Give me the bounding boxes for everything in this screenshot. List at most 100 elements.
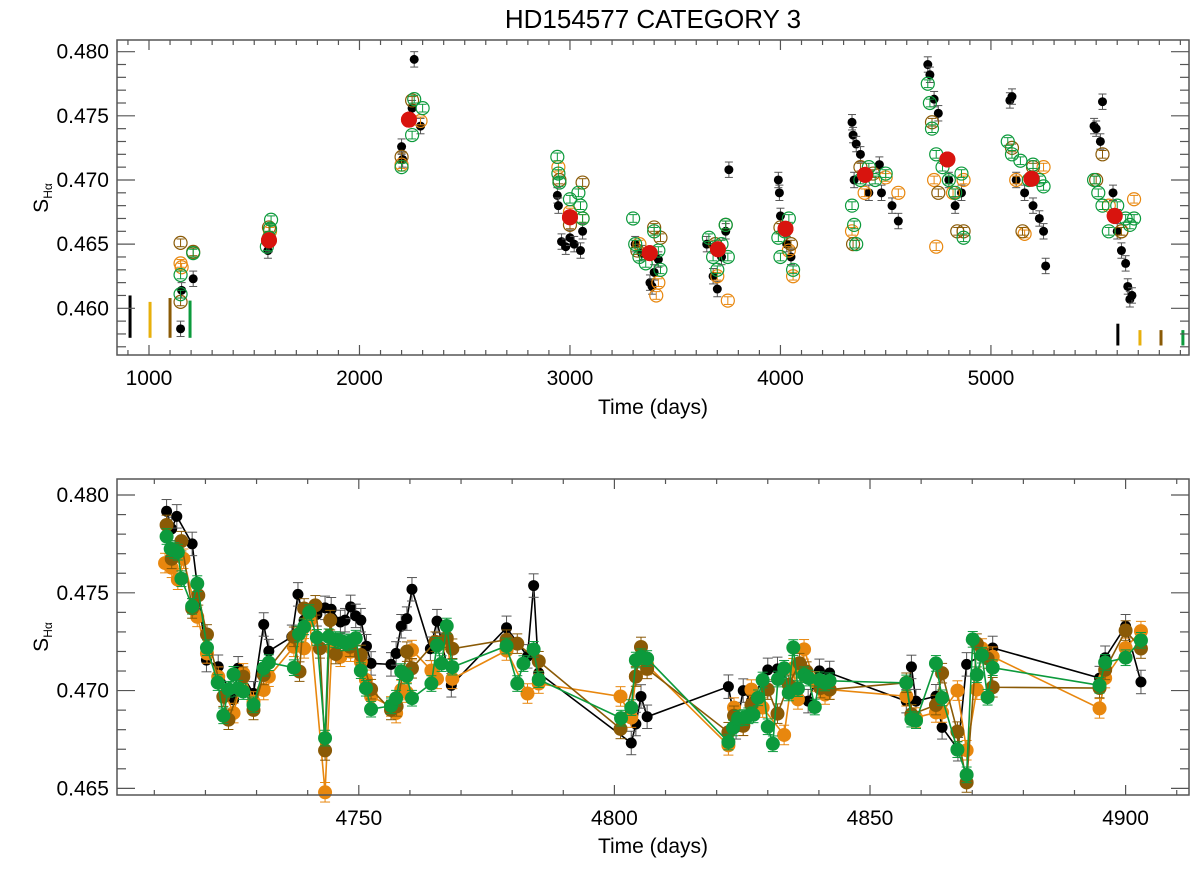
- top-x-tick-label: 4000: [757, 367, 804, 390]
- black-data-point: [1123, 281, 1133, 291]
- seasonal-mean-point: [1106, 207, 1123, 224]
- green-data-point: [922, 95, 937, 111]
- top-data-marks: [128, 51, 1185, 346]
- bottom-panel: 4750 4800 4850 4900 0.465 0.470 0.475 0.480 Tim…: [30, 478, 1190, 858]
- green-data-point: [956, 230, 971, 245]
- top-x-axis-label: Time (days): [598, 396, 708, 419]
- black-data-point: [1097, 97, 1107, 107]
- green-data-point: [236, 684, 251, 699]
- green-data-point: [941, 172, 956, 188]
- black-data-point: [1095, 136, 1105, 146]
- green-data-point: [1118, 650, 1133, 665]
- green-data-point: [297, 619, 312, 634]
- black-data-point: [355, 614, 367, 626]
- green-data-point: [878, 166, 893, 181]
- top-y-tick-label: 0.470: [56, 169, 109, 192]
- bottom-y-tick-label: 0.480: [56, 484, 109, 507]
- brown-data-point: [328, 647, 343, 662]
- green-data-point: [415, 101, 430, 116]
- green-data-point: [226, 667, 241, 682]
- bottom-x-tick-label: 4750: [335, 807, 382, 830]
- orange-data-point: [613, 689, 628, 704]
- green-data-point: [531, 672, 546, 687]
- green-data-point: [424, 676, 439, 691]
- green-data-point: [1101, 224, 1116, 239]
- green-data-point: [404, 127, 420, 143]
- black-data-point: [864, 188, 874, 198]
- brown-data-point: [199, 627, 214, 642]
- green-data-point: [434, 656, 449, 671]
- orange-data-point: [1126, 192, 1142, 207]
- green-data-point: [394, 160, 409, 175]
- black-data-point: [905, 661, 917, 673]
- black-data-point: [641, 711, 653, 723]
- top-y-tick-label: 0.460: [56, 297, 109, 320]
- black-data-point: [161, 505, 173, 517]
- top-y-tick-label: 0.465: [56, 233, 109, 256]
- orange-data-point: [927, 172, 942, 188]
- brown-data-point: [1015, 224, 1030, 239]
- green-data-point: [770, 672, 785, 687]
- green-data-point: [173, 267, 188, 283]
- green-data-point: [773, 249, 788, 265]
- black-data-point: [775, 211, 785, 221]
- seasonal-mean-point: [260, 232, 277, 249]
- black-data-point: [855, 149, 865, 159]
- green-data-point: [950, 742, 965, 757]
- bottom-y-axis-label: SHα: [30, 622, 55, 652]
- brown-data-point: [783, 237, 799, 252]
- black-data-point: [176, 324, 186, 334]
- black-data-point: [365, 657, 377, 669]
- seasonal-mean-point: [709, 241, 726, 258]
- top-y-axis-label: SHα: [30, 183, 55, 213]
- green-data-point: [309, 630, 324, 645]
- green-data-point: [969, 667, 984, 682]
- green-data-point: [190, 576, 205, 591]
- green-data-point: [640, 651, 655, 666]
- green-data-point: [718, 217, 733, 232]
- brown-data-point: [399, 644, 414, 659]
- black-data-point: [1116, 246, 1126, 256]
- green-data-point: [263, 212, 279, 227]
- black-data-point: [401, 613, 413, 625]
- green-data-point: [626, 211, 641, 226]
- orange-data-point: [891, 185, 906, 200]
- green-data-point: [358, 681, 373, 696]
- green-data-point: [174, 571, 189, 586]
- green-data-point: [948, 185, 963, 200]
- green-data-point: [389, 691, 404, 706]
- black-data-point: [851, 139, 861, 149]
- orange-data-point: [174, 260, 189, 275]
- black-data-point: [578, 226, 588, 236]
- green-data-point: [430, 638, 445, 653]
- black-data-point: [561, 242, 571, 252]
- black-data-point: [887, 201, 897, 211]
- black-data-point: [635, 690, 647, 702]
- seasonal-mean-point: [561, 209, 578, 226]
- black-data-point: [1041, 261, 1051, 271]
- black-data-point: [339, 614, 351, 626]
- black-data-point: [263, 645, 275, 657]
- black-data-point: [1007, 92, 1017, 102]
- brown-data-point: [404, 93, 420, 108]
- orange-data-point: [1036, 160, 1051, 175]
- black-data-point: [773, 175, 783, 185]
- brown-data-point: [575, 175, 590, 190]
- green-data-point: [526, 642, 541, 657]
- green-data-point: [822, 673, 837, 688]
- green-data-point: [924, 121, 940, 136]
- black-data-point: [712, 284, 722, 294]
- top-axes: 1000 2000 3000 4000 5000 0.460 0.465 0.470 0.475…: [56, 39, 1190, 390]
- green-data-point: [777, 661, 792, 676]
- black-data-point: [774, 188, 784, 198]
- green-data-point: [614, 711, 629, 726]
- bottom-x-tick-label: 4800: [591, 807, 638, 830]
- brown-data-point: [318, 743, 333, 758]
- bottom-y-axis-label-main: S: [30, 638, 53, 652]
- black-data-point: [923, 60, 933, 70]
- green-data-point: [1095, 198, 1110, 213]
- top-x-tick-label: 2000: [336, 367, 383, 390]
- green-data-point: [516, 656, 531, 671]
- black-data-point: [406, 583, 418, 595]
- green-data-point: [899, 675, 914, 690]
